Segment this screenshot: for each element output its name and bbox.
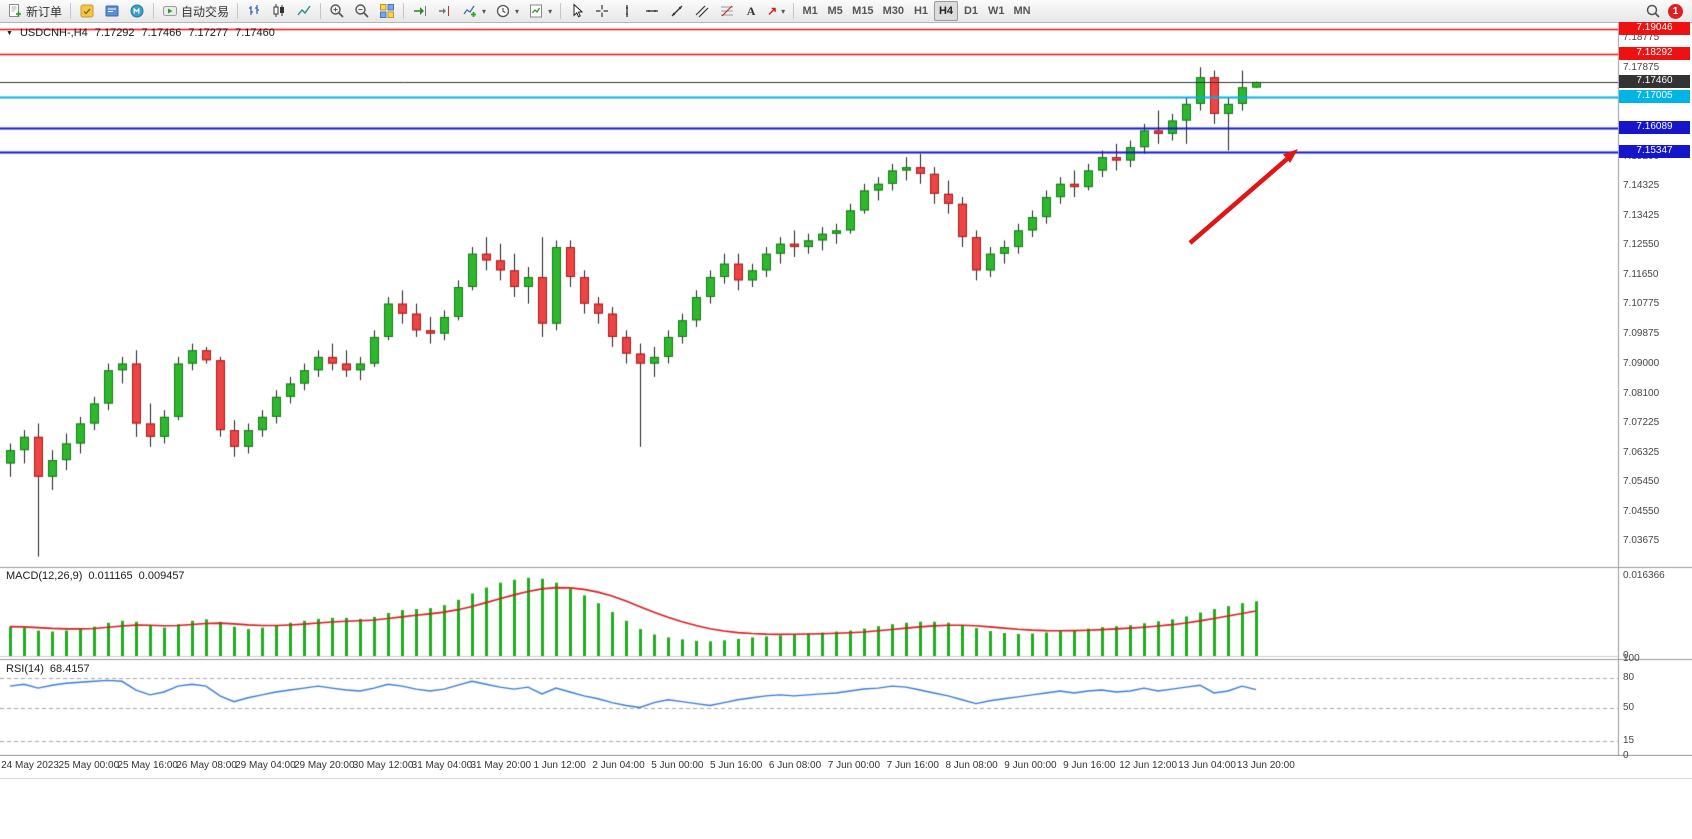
candlestick-chart-button[interactable] (267, 1, 291, 21)
fibonacci-icon (721, 5, 734, 17)
toolbar-separator (153, 3, 155, 19)
timeframe-m1-button[interactable]: M1 (798, 1, 822, 21)
autotrading-icon (163, 6, 178, 16)
high-value: 7.17466 (141, 27, 182, 39)
rsi-panel-label: RSI(14) 68.4157 (6, 663, 90, 675)
timeframe-m5-button[interactable]: M5 (823, 1, 847, 21)
chart-shift-button[interactable] (433, 1, 457, 21)
toolbar-separator (793, 3, 795, 19)
templates-dropdown[interactable]: ▾ (524, 1, 556, 21)
chart-window: ▼ USDCNH-,H4 7.17292 7.17466 7.17277 7.1… (0, 22, 1692, 839)
collapse-triangle-icon[interactable]: ▼ (6, 29, 13, 37)
text-tool-button[interactable]: A (740, 1, 762, 21)
mql5-community-icon (130, 4, 144, 18)
auto-scroll-button[interactable] (408, 1, 432, 21)
notification-badge[interactable]: 1 (1668, 3, 1683, 19)
horizontal-line-icon (646, 10, 659, 12)
macd-main-value: 0.011165 (88, 570, 133, 582)
new-order-icon (9, 4, 21, 17)
trendline-icon (671, 5, 683, 17)
macd-signal-value: 0.009457 (138, 570, 185, 582)
search-button[interactable] (1641, 1, 1665, 21)
templates-icon (530, 4, 543, 18)
close-value: 7.17460 (235, 27, 275, 39)
chart-canvas[interactable] (0, 23, 1692, 756)
toolbar-separator (320, 3, 322, 19)
vertical-line-icon (626, 5, 629, 17)
chevron-down-icon: ▾ (781, 6, 786, 16)
timeframe-m15-button[interactable]: M15 (848, 1, 877, 21)
chevron-down-icon: ▾ (482, 6, 487, 16)
autotrading-button[interactable]: 自动交易 (158, 1, 233, 21)
timeframe-mn-button[interactable]: MN (1009, 1, 1034, 21)
new-order-label: 新订单 (26, 4, 63, 19)
time-axis[interactable] (0, 756, 1692, 779)
bar-chart-button[interactable] (242, 1, 266, 21)
mql5-community-button[interactable] (125, 1, 149, 21)
indicators-icon (463, 5, 477, 17)
toolbar-separator (70, 3, 72, 19)
rsi-value: 68.4157 (49, 663, 90, 675)
vertical-line-tool-button[interactable] (615, 1, 639, 21)
timeframe-w1-button[interactable]: W1 (984, 1, 1009, 21)
toolbar-separator (560, 3, 562, 19)
low-value: 7.17277 (188, 27, 229, 39)
metaeditor-button[interactable] (75, 1, 99, 21)
timeframe-h4-button[interactable]: H4 (933, 1, 958, 21)
metaeditor-icon (80, 4, 94, 18)
crosshair-tool-button[interactable] (590, 1, 614, 21)
trendline-tool-button[interactable] (665, 1, 689, 21)
arrow-symbol-icon: ↗ (767, 4, 778, 18)
timeframe-d1-button[interactable]: D1 (959, 1, 983, 21)
text-tool-icon: A (746, 4, 756, 18)
fibonacci-tool-button[interactable] (715, 1, 739, 21)
cursor-icon (573, 3, 584, 18)
terminal-icon (105, 5, 119, 17)
macd-name: MACD(12,26,9) (6, 570, 83, 582)
channel-tool-button[interactable] (690, 1, 714, 21)
zoom-in-icon (330, 4, 344, 18)
tile-windows-icon (380, 4, 395, 18)
search-icon (1646, 4, 1660, 18)
zoom-out-button[interactable] (350, 1, 374, 21)
channel-icon (695, 5, 709, 18)
crosshair-icon (596, 5, 609, 17)
new-order-button[interactable]: 新订单 (3, 1, 66, 21)
timeframe-m30-button[interactable]: M30 (879, 1, 908, 21)
symbol-period-label: USDCNH-,H4 (19, 27, 88, 39)
zoom-in-button[interactable] (325, 1, 349, 21)
cursor-tool-button[interactable] (565, 1, 589, 21)
toolbar-separator (403, 3, 405, 19)
tile-windows-button[interactable] (375, 1, 399, 21)
candlestick-chart-icon (273, 4, 285, 17)
chart-ohlc-header: ▼ USDCNH-,H4 7.17292 7.17466 7.17277 7.1… (6, 27, 275, 39)
main-toolbar: 新订单 自动交易 ▾ ▾ (0, 0, 1692, 23)
chart-shift-icon (439, 6, 450, 16)
arrows-tool-dropdown[interactable]: ↗ ▾ (763, 1, 789, 21)
line-chart-icon (297, 5, 311, 16)
auto-scroll-icon (414, 6, 427, 16)
periods-icon (496, 4, 510, 18)
chevron-down-icon: ▾ (548, 6, 553, 16)
open-value: 7.17292 (94, 27, 135, 39)
trend-arrow-annotation[interactable] (1180, 141, 1310, 253)
indicators-dropdown[interactable]: ▾ (458, 1, 490, 21)
zoom-out-icon (355, 4, 369, 18)
terminal-button[interactable] (100, 1, 124, 21)
macd-panel-label: MACD(12,26,9) 0.011165 0.009457 (6, 570, 185, 582)
autotrading-label: 自动交易 (181, 4, 230, 19)
bar-chart-icon (249, 5, 260, 15)
chevron-down-icon: ▾ (515, 6, 520, 16)
horizontal-line-tool-button[interactable] (640, 1, 664, 21)
timeframe-h1-button[interactable]: H1 (909, 1, 933, 21)
toolbar-separator (237, 3, 239, 19)
line-chart-button[interactable] (292, 1, 316, 21)
rsi-name: RSI(14) (6, 663, 44, 675)
periods-dropdown[interactable]: ▾ (491, 1, 523, 21)
